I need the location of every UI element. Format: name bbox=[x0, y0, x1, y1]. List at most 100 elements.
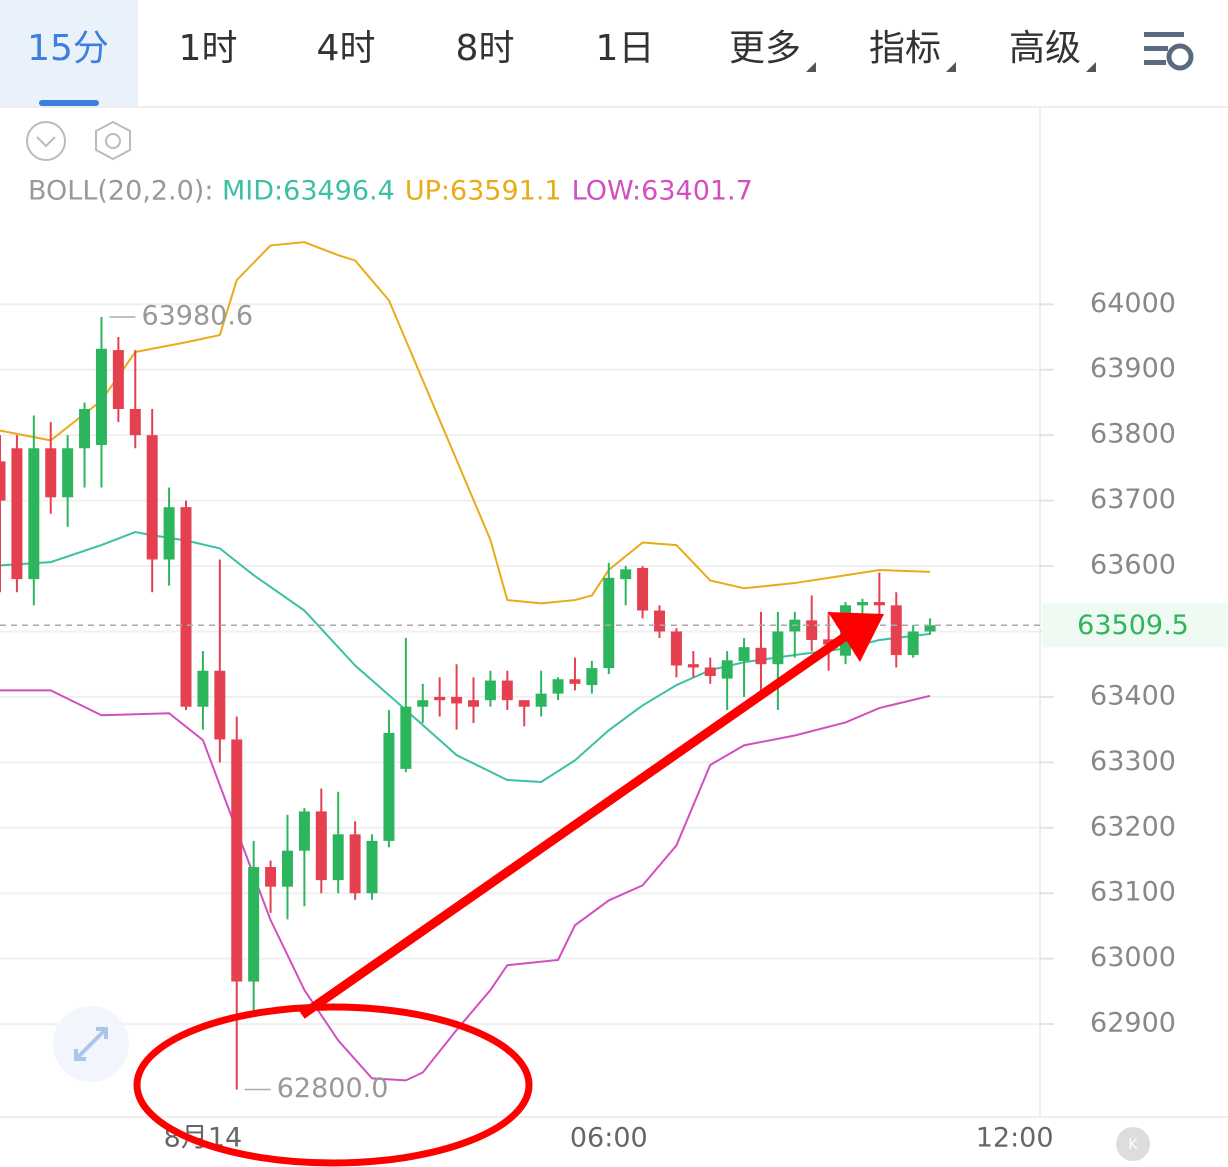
indicator-label: BOLL(20,2.0): bbox=[28, 176, 213, 207]
candle-body bbox=[569, 679, 581, 684]
candles bbox=[0, 316, 936, 1090]
legend-entry: MID:63496.4 bbox=[222, 176, 395, 207]
collapse-chevron bbox=[36, 136, 56, 148]
candle-body bbox=[856, 602, 868, 606]
candle-body bbox=[349, 834, 361, 894]
y-tick-label: 63300 bbox=[1090, 746, 1176, 777]
candle-body bbox=[11, 448, 23, 580]
tab-dropdown-caret bbox=[1086, 62, 1096, 72]
candle-body bbox=[214, 670, 226, 740]
arrow-shaft bbox=[299, 632, 849, 1019]
candle-body bbox=[873, 602, 885, 606]
candle-body bbox=[315, 811, 327, 881]
boll-line bbox=[0, 689, 931, 1082]
tab[interactable]: 1时 bbox=[179, 28, 238, 69]
annotation-ellipse bbox=[133, 1003, 533, 1167]
candle-body bbox=[298, 811, 310, 851]
candle-body bbox=[129, 408, 141, 436]
candle-body bbox=[907, 631, 919, 656]
icon-bar bbox=[1144, 32, 1184, 37]
active-tab-bg bbox=[0, 0, 138, 106]
candle-body bbox=[163, 507, 175, 560]
extreme-label: 63980.6 bbox=[141, 300, 253, 331]
candle-body bbox=[366, 840, 378, 894]
candle-body bbox=[654, 610, 666, 632]
candle-body bbox=[197, 670, 209, 707]
tab[interactable]: 15分 bbox=[27, 28, 109, 69]
candle-body bbox=[687, 664, 699, 668]
settings-icon[interactable] bbox=[1144, 32, 1194, 71]
candle-body bbox=[265, 867, 277, 887]
tab[interactable]: 更多 bbox=[729, 28, 801, 69]
candle-body bbox=[417, 700, 429, 707]
logo bbox=[1116, 1127, 1150, 1161]
candle-body bbox=[0, 461, 6, 501]
logo-mark: K bbox=[1128, 1137, 1138, 1153]
candle-body bbox=[383, 732, 395, 841]
candle-body bbox=[231, 739, 243, 982]
tab-dropdown-caret bbox=[806, 62, 816, 72]
candle-body bbox=[518, 700, 530, 707]
candle-body bbox=[924, 625, 936, 632]
candle-body bbox=[95, 348, 107, 445]
candle-body bbox=[721, 660, 733, 679]
y-tick-label: 63800 bbox=[1090, 419, 1176, 450]
candle-body bbox=[332, 834, 344, 881]
candle-body bbox=[552, 679, 564, 694]
settings-hex-dot bbox=[105, 133, 121, 149]
y-tick-label: 63200 bbox=[1090, 811, 1176, 842]
icon-bar bbox=[1144, 46, 1168, 51]
x-tick-label: 12:00 bbox=[976, 1123, 1054, 1154]
expand-icon[interactable] bbox=[53, 1006, 129, 1082]
candle-body bbox=[112, 350, 124, 409]
tab[interactable]: 高级 bbox=[1009, 28, 1081, 69]
arrow-head bbox=[828, 612, 884, 662]
candle-body bbox=[755, 647, 767, 665]
x-tick-label: 06:00 bbox=[570, 1123, 648, 1154]
candle-body bbox=[451, 696, 463, 704]
boll-line bbox=[0, 241, 931, 605]
y-tick-label: 63000 bbox=[1090, 942, 1176, 973]
candle-body bbox=[535, 693, 547, 707]
legend-entry: LOW:63401.7 bbox=[572, 176, 753, 207]
tab[interactable]: 8时 bbox=[456, 28, 515, 69]
candle-body bbox=[248, 867, 260, 982]
last-price-label: 63509.5 bbox=[1077, 610, 1189, 641]
tab[interactable]: 1日 bbox=[596, 28, 655, 69]
legend-entry: UP:63591.1 bbox=[405, 176, 562, 207]
settings-hex[interactable] bbox=[95, 120, 131, 161]
y-tick-label: 64000 bbox=[1090, 288, 1176, 319]
candle-body bbox=[501, 680, 513, 701]
candle-body bbox=[281, 850, 293, 887]
candle-body bbox=[637, 568, 649, 611]
tab[interactable]: 4时 bbox=[317, 28, 376, 69]
candle-body bbox=[79, 408, 91, 449]
candle-body bbox=[806, 620, 818, 640]
candle-body bbox=[484, 680, 496, 701]
active-tab-underline bbox=[39, 100, 99, 106]
candle-body bbox=[670, 631, 682, 666]
candle-body bbox=[772, 631, 784, 665]
candle-body bbox=[180, 507, 192, 707]
collapse-icon[interactable] bbox=[26, 121, 66, 161]
tab[interactable]: 指标 bbox=[869, 28, 941, 69]
y-tick-label: 63600 bbox=[1090, 550, 1176, 581]
candle-body bbox=[434, 696, 446, 701]
y-tick-label: 63400 bbox=[1090, 680, 1176, 711]
candle-body bbox=[467, 700, 479, 707]
candle-body bbox=[823, 639, 835, 645]
icon-bar bbox=[1144, 60, 1166, 65]
y-tick-label: 63900 bbox=[1090, 353, 1176, 384]
labels: 62900 63000 63100 63200 63300 63400 63600 63700… bbox=[0, 288, 1228, 1154]
expand-arrows bbox=[74, 1027, 108, 1061]
extreme-label: 62800.0 bbox=[277, 1073, 389, 1104]
last-price-bg bbox=[1042, 603, 1228, 648]
candle-body bbox=[738, 647, 750, 661]
tab-dropdown-caret bbox=[946, 62, 956, 72]
y-tick-label: 62900 bbox=[1090, 1008, 1176, 1039]
icon-gear bbox=[1166, 43, 1194, 71]
candle-body bbox=[146, 435, 158, 560]
y-tick-label: 63100 bbox=[1090, 877, 1176, 908]
annotation-arrow bbox=[133, 612, 884, 1167]
